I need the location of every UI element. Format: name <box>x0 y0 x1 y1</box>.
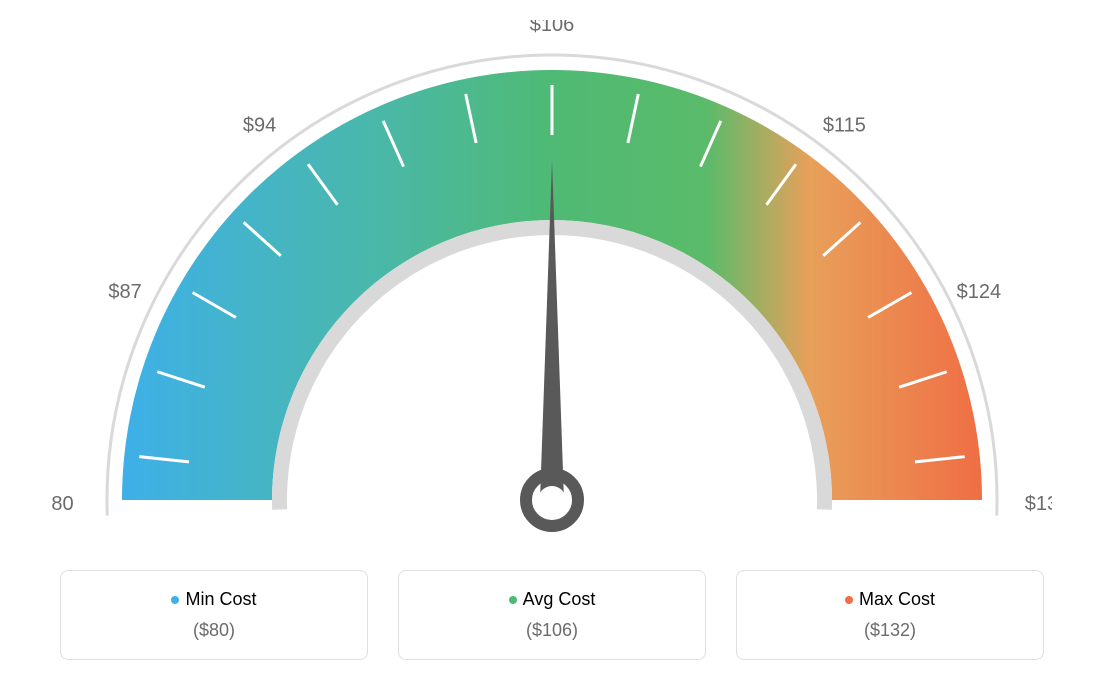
gauge-tick-label: $87 <box>108 281 141 303</box>
gauge-tick-label: $106 <box>530 20 575 36</box>
gauge-svg: $80 $87 $94 $106 $115 $124 $132 <box>52 20 1052 560</box>
legend-avg-value: ($106) <box>411 620 693 641</box>
legend-card-min: Min Cost ($80) <box>60 570 368 660</box>
gauge-tick-label: $124 <box>957 281 1002 303</box>
gauge-svg-wrapper: $80 $87 $94 $106 $115 $124 $132 <box>20 20 1084 560</box>
legend-card-max: Max Cost ($132) <box>736 570 1044 660</box>
legend-avg-title: Avg Cost <box>411 589 693 610</box>
legend-min-label: Min Cost <box>185 589 256 609</box>
legend-max-value: ($132) <box>749 620 1031 641</box>
gauge-tick-label: $80 <box>52 493 74 515</box>
dot-icon <box>171 596 179 604</box>
legend-card-avg: Avg Cost ($106) <box>398 570 706 660</box>
legend-row: Min Cost ($80) Avg Cost ($106) Max Cost … <box>20 570 1084 660</box>
gauge-tick-label: $94 <box>243 115 276 137</box>
legend-min-title: Min Cost <box>73 589 355 610</box>
legend-max-title: Max Cost <box>749 589 1031 610</box>
gauge-chart: $80 $87 $94 $106 $115 $124 $132 Min Cost ($80)… <box>20 20 1084 660</box>
legend-max-label: Max Cost <box>859 589 935 609</box>
dot-icon <box>845 596 853 604</box>
legend-min-value: ($80) <box>73 620 355 641</box>
legend-avg-label: Avg Cost <box>523 589 596 609</box>
gauge-tick-label: $132 <box>1025 493 1052 515</box>
dot-icon <box>509 596 517 604</box>
gauge-tick-label: $115 <box>823 115 866 137</box>
